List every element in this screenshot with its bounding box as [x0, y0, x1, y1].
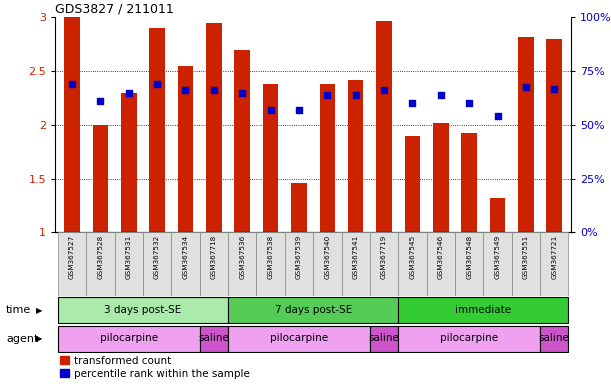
Bar [370, 232, 398, 296]
Bar [490, 198, 505, 232]
Bar [313, 232, 342, 296]
Point [124, 89, 134, 96]
Bar [370, 326, 398, 352]
Legend: transformed count, percentile rank within the sample: transformed count, percentile rank withi… [60, 356, 250, 379]
Text: GSM367549: GSM367549 [494, 235, 500, 279]
Point [181, 87, 191, 93]
Bar [58, 297, 228, 323]
Bar [93, 125, 108, 232]
Point [95, 98, 105, 104]
Point [464, 100, 474, 106]
Text: GDS3827 / 211011: GDS3827 / 211011 [55, 2, 174, 15]
Text: pilocarpine: pilocarpine [100, 333, 158, 343]
Text: ▶: ▶ [37, 306, 43, 314]
Point [408, 100, 417, 106]
Bar [455, 232, 483, 296]
Text: GSM367531: GSM367531 [126, 235, 132, 279]
Point [67, 81, 77, 87]
Text: GSM367546: GSM367546 [438, 235, 444, 279]
Point [492, 113, 502, 119]
Text: GSM367539: GSM367539 [296, 235, 302, 279]
Text: ▶: ▶ [37, 334, 43, 343]
Bar [86, 232, 114, 296]
Text: immediate: immediate [455, 305, 511, 314]
Text: GSM367541: GSM367541 [353, 235, 359, 279]
Bar [171, 232, 200, 296]
Bar [228, 232, 257, 296]
Text: GSM367551: GSM367551 [523, 235, 529, 279]
Bar [320, 84, 335, 232]
Text: GSM367536: GSM367536 [240, 235, 245, 279]
Text: pilocarpine: pilocarpine [270, 333, 328, 343]
Bar [121, 93, 136, 232]
Text: GSM367528: GSM367528 [97, 235, 103, 279]
Bar [398, 297, 568, 323]
Bar [398, 326, 540, 352]
Bar [257, 232, 285, 296]
Bar [200, 232, 228, 296]
Text: agent: agent [6, 334, 38, 344]
Text: GSM367545: GSM367545 [409, 235, 415, 279]
Bar [404, 136, 420, 232]
Text: saline: saline [199, 333, 229, 343]
Bar [285, 232, 313, 296]
Point [323, 92, 332, 98]
Point [237, 89, 247, 96]
Bar [512, 232, 540, 296]
Point [209, 87, 219, 93]
Point [152, 81, 162, 87]
Bar [342, 232, 370, 296]
Point [379, 87, 389, 93]
Bar [291, 183, 307, 232]
Bar [348, 79, 364, 232]
Text: saline: saline [539, 333, 569, 343]
Point [294, 107, 304, 113]
Bar [235, 50, 250, 232]
Bar [461, 133, 477, 232]
Bar [518, 36, 533, 232]
Bar [546, 39, 562, 232]
Text: GSM367540: GSM367540 [324, 235, 331, 279]
Text: time: time [6, 305, 31, 315]
Point [351, 92, 360, 98]
Text: GSM367721: GSM367721 [551, 235, 557, 279]
Bar [263, 84, 279, 232]
Bar [149, 28, 165, 232]
Point [521, 84, 531, 90]
Bar [206, 23, 222, 232]
Bar [540, 232, 568, 296]
Point [549, 86, 559, 93]
Bar [483, 232, 512, 296]
Bar [398, 232, 426, 296]
Bar [433, 122, 448, 232]
Bar [58, 326, 200, 352]
Bar [540, 326, 568, 352]
Bar [426, 232, 455, 296]
Text: GSM367527: GSM367527 [69, 235, 75, 279]
Text: GSM367538: GSM367538 [268, 235, 274, 279]
Point [436, 92, 445, 98]
Bar [64, 17, 80, 232]
Text: GSM367548: GSM367548 [466, 235, 472, 279]
Bar [376, 20, 392, 232]
Point [266, 107, 276, 113]
Text: 7 days post-SE: 7 days post-SE [274, 305, 352, 314]
Text: GSM367718: GSM367718 [211, 235, 217, 279]
Bar [228, 326, 370, 352]
Text: saline: saline [368, 333, 400, 343]
Bar [178, 66, 193, 232]
Text: GSM367534: GSM367534 [183, 235, 188, 279]
Bar [143, 232, 171, 296]
Bar [200, 326, 228, 352]
Text: GSM367532: GSM367532 [154, 235, 160, 279]
Text: 3 days post-SE: 3 days post-SE [104, 305, 181, 314]
Bar [228, 297, 398, 323]
Text: pilocarpine: pilocarpine [440, 333, 498, 343]
Bar [58, 232, 86, 296]
Text: GSM367719: GSM367719 [381, 235, 387, 279]
Bar [114, 232, 143, 296]
